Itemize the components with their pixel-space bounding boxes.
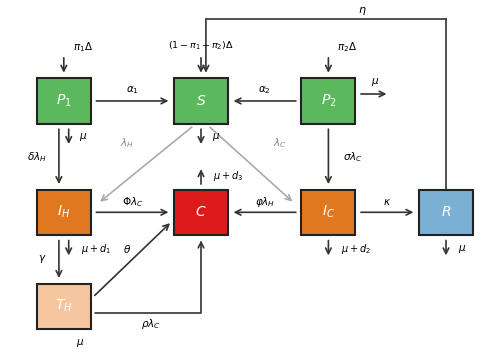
Text: $\lambda_H$: $\lambda_H$ (120, 136, 134, 149)
Text: $\alpha_2$: $\alpha_2$ (258, 84, 271, 97)
FancyBboxPatch shape (302, 78, 356, 124)
FancyBboxPatch shape (37, 78, 91, 124)
Text: $\mathbf{\mathit{I_H}}$: $\mathbf{\mathit{I_H}}$ (57, 204, 70, 220)
Text: $\mu$: $\mu$ (80, 131, 88, 143)
Text: $\Phi\lambda_C$: $\Phi\lambda_C$ (122, 195, 143, 209)
Text: $\mu+d_3$: $\mu+d_3$ (214, 169, 244, 183)
Text: $(1-\pi_1-\pi_2)\Delta$: $(1-\pi_1-\pi_2)\Delta$ (168, 39, 234, 51)
Text: $\gamma$: $\gamma$ (38, 253, 46, 265)
Text: $\mu+d_2$: $\mu+d_2$ (340, 242, 370, 256)
FancyBboxPatch shape (174, 78, 228, 124)
Text: $\mu$: $\mu$ (371, 76, 379, 88)
Text: $\delta\lambda_H$: $\delta\lambda_H$ (27, 150, 46, 164)
Text: $\alpha_1$: $\alpha_1$ (126, 84, 139, 97)
FancyBboxPatch shape (419, 190, 473, 235)
Text: $\mu$: $\mu$ (76, 337, 84, 349)
Text: $\kappa$: $\kappa$ (383, 197, 391, 207)
Text: $\eta$: $\eta$ (358, 5, 367, 17)
Text: $\mu+d_1$: $\mu+d_1$ (81, 242, 111, 256)
Text: $\rho\lambda_C$: $\rho\lambda_C$ (141, 317, 161, 331)
Text: $\mu$: $\mu$ (458, 243, 466, 255)
Text: $\pi_2\Delta$: $\pi_2\Delta$ (337, 40, 357, 54)
Text: $\mathbf{\mathit{I_C}}$: $\mathbf{\mathit{I_C}}$ (322, 204, 335, 220)
Text: $\lambda_C$: $\lambda_C$ (274, 136, 287, 149)
Text: $\mathbf{\mathit{S}}$: $\mathbf{\mathit{S}}$ (196, 94, 206, 108)
Text: $\mathbf{\mathit{P_1}}$: $\mathbf{\mathit{P_1}}$ (56, 93, 72, 109)
Text: $\mu$: $\mu$ (212, 131, 220, 143)
Text: $\sigma\lambda_C$: $\sigma\lambda_C$ (343, 150, 363, 164)
Text: $\mathbf{\mathit{P_2}}$: $\mathbf{\mathit{P_2}}$ (320, 93, 336, 109)
Text: $\theta$: $\theta$ (124, 243, 132, 255)
FancyBboxPatch shape (302, 190, 356, 235)
Text: $\varphi\lambda_H$: $\varphi\lambda_H$ (254, 195, 275, 209)
Text: $\mathbf{\mathit{R}}$: $\mathbf{\mathit{R}}$ (441, 205, 451, 219)
Text: $\pi_1\Delta$: $\pi_1\Delta$ (72, 40, 93, 54)
FancyBboxPatch shape (37, 190, 91, 235)
Text: $\mathbf{\mathit{T_H}}$: $\mathbf{\mathit{T_H}}$ (55, 298, 72, 315)
FancyBboxPatch shape (174, 190, 228, 235)
Text: $\mathbf{\mathit{C}}$: $\mathbf{\mathit{C}}$ (195, 205, 207, 219)
FancyBboxPatch shape (37, 284, 91, 329)
